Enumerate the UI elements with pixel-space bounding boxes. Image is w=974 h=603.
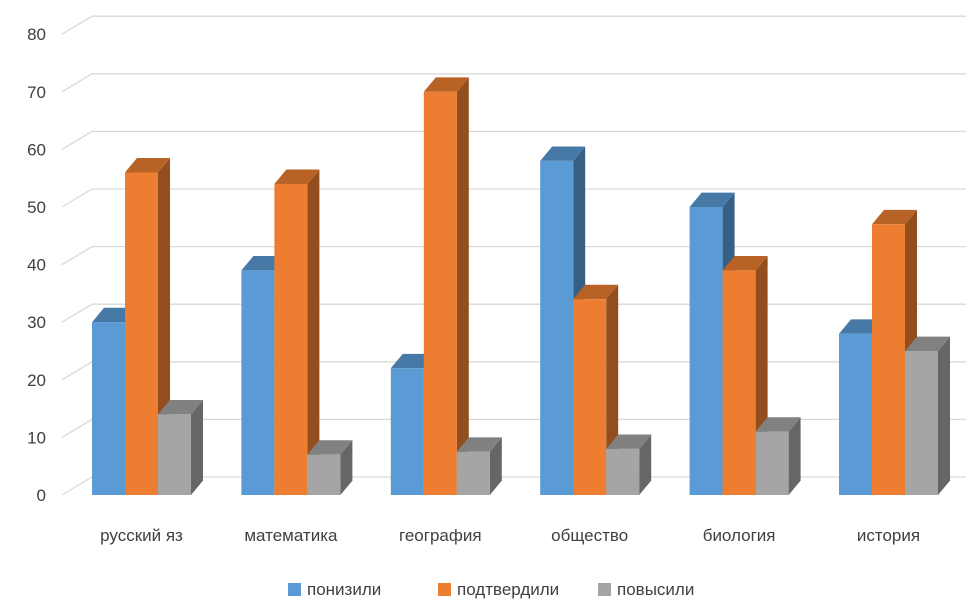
legend-item: повысили: [598, 580, 694, 599]
gridline: [61, 15, 966, 35]
x-category-label: биология: [703, 526, 776, 545]
bars: [92, 77, 950, 496]
legend-label: подтвердили: [457, 580, 559, 599]
y-tick-label: 30: [27, 313, 46, 332]
y-tick-label: 60: [27, 140, 46, 159]
gridline: [61, 130, 966, 150]
gridline: [61, 303, 966, 323]
y-tick-label: 0: [37, 486, 46, 505]
x-category-label: русский яз: [100, 526, 183, 545]
gridline: [61, 73, 966, 93]
bar-повысили-русский яз: [158, 399, 203, 495]
x-category-label: общество: [551, 526, 628, 545]
legend-swatch: [438, 583, 451, 596]
y-tick-label: 70: [27, 83, 46, 102]
legend-label: повысили: [617, 580, 694, 599]
y-tick-label: 80: [27, 25, 46, 44]
bar-подтвердили-математика: [274, 169, 320, 495]
legend-item: понизили: [288, 580, 381, 599]
legend: понизили подтвердили повысили: [288, 580, 694, 599]
y-tick-label: 20: [27, 371, 46, 390]
legend-item: подтвердили: [438, 580, 559, 599]
bar-повысили-история: [905, 336, 950, 495]
gridlines: [61, 15, 966, 496]
x-axis-categories: русский яз математика география общество био…: [100, 526, 920, 545]
y-tick-label: 50: [27, 198, 46, 217]
bar-повысили-география: [456, 437, 502, 495]
x-category-label: математика: [244, 526, 338, 545]
bar-подтвердили-география: [423, 77, 469, 496]
legend-swatch: [288, 583, 301, 596]
legend-label: понизили: [307, 580, 381, 599]
bar-повысили-биология: [755, 417, 801, 495]
gridline: [61, 361, 966, 381]
gridline: [61, 188, 966, 208]
legend-swatch: [598, 583, 611, 596]
bar-повысили-математика: [307, 440, 353, 495]
x-category-label: история: [857, 526, 920, 545]
gridline: [61, 245, 966, 266]
y-tick-label: 40: [27, 256, 46, 275]
y-tick-label: 10: [27, 428, 46, 447]
x-category-label: география: [399, 526, 482, 545]
y-axis-ticks: 0 10 20 30 40 50 60 70 80: [27, 25, 46, 505]
bar-повысили-общество: [606, 434, 652, 495]
